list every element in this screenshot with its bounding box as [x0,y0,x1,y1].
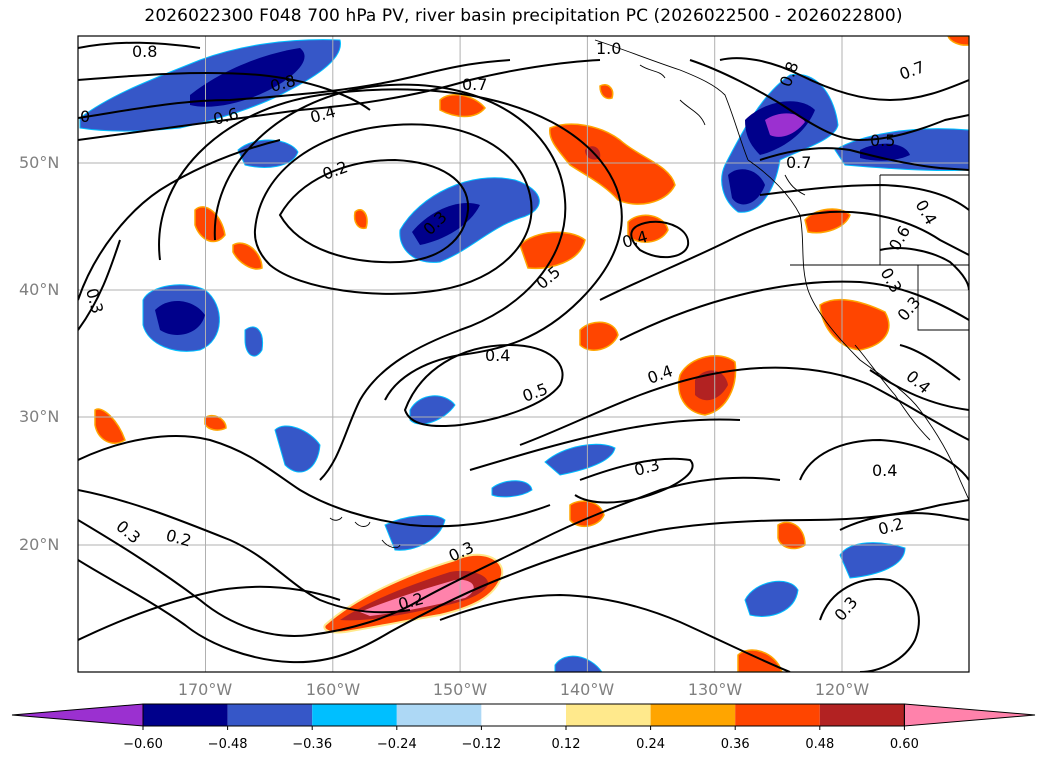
neg-core-northwest [190,48,305,107]
contour-label: 0.8 [132,42,157,61]
lat-label: 50°N [19,153,60,172]
coastlines [329,39,969,549]
contour-label: 0 [80,107,90,126]
pos-core-east-central [695,370,728,401]
lon-label: 150°W [432,680,488,699]
colorbar-segment [566,704,651,726]
pv-contours [78,41,969,672]
neg-core-northeast-2 [728,169,765,205]
colorbar-tick-label: −0.24 [376,737,417,752]
graticule [78,36,969,672]
colorbar-extend-high [903,703,1036,727]
colorbar-tick-label: −0.12 [461,737,502,752]
colorbar-tick-label: −0.48 [207,737,248,752]
colorbar-extend-low [11,703,144,727]
colorbar-segment [143,704,228,726]
contour-label: 0.4 [485,346,510,365]
neg-region-east-central [544,443,616,476]
pos-region-coast [819,298,890,351]
pos-extreme-south-large [360,579,474,616]
pos-region-small-2 [232,242,263,270]
colorbar-segment [481,704,566,726]
colorbar-tick-label: 0.48 [805,737,835,752]
contour-label: 1.0 [596,39,621,58]
pos-region-north [439,93,486,118]
lon-label: 120°W [814,680,870,699]
contour-label: 0.5 [870,131,895,150]
pos-region-northeast-band [549,123,676,205]
lon-label: 160°W [305,680,361,699]
colorbar-segment [819,704,905,726]
colorbar-segment [227,704,313,726]
pos-region-small-4 [579,321,619,351]
colorbar-tick-label: 0.60 [889,737,919,752]
colorbar-segment [735,704,820,726]
pos-region-coast-north [804,208,851,234]
lon-label: 140°W [559,680,615,699]
colorbar-segment [312,704,397,726]
lon-label: 130°W [687,680,743,699]
contour-label: 0.4 [872,461,897,480]
contour-label: 0.7 [462,75,487,94]
pos-region-small-9 [947,36,969,46]
pos-region-west-edge [94,408,126,444]
neg-core-center-north [412,203,480,245]
colorbar-tick-label: 0.24 [636,737,666,752]
neg-region-south [744,580,799,617]
pos-region-small-8 [599,84,614,100]
colorbar-tick-label: 0.36 [720,737,750,752]
colorbar-tick-label: −0.60 [123,737,163,752]
lat-label: 20°N [19,535,60,554]
lat-label: 40°N [19,280,60,299]
contour-label: 0.7 [786,153,811,172]
lon-label: 170°W [177,680,233,699]
neg-region-small-1 [244,326,264,357]
pos-region-small-5 [204,414,227,431]
neg-region-small-3 [274,425,321,473]
pos-region-center [519,231,586,270]
colorbar-tick-label: 0.12 [551,737,581,752]
neg-region-small-4 [491,480,533,498]
map-frame [77,35,970,673]
colorbar-segment [396,704,482,726]
colorbar-segment [650,704,736,726]
colorbar-frame [142,703,905,727]
chart-title: 2026022300 F048 700 hPa PV, river basin … [144,6,903,26]
neg-core-west [155,300,205,335]
neg-extreme-northeast [765,113,805,137]
lat-label: 30°N [19,407,60,426]
colorbar-tick-label: −0.36 [292,737,333,752]
pos-region-small-3 [353,208,368,230]
